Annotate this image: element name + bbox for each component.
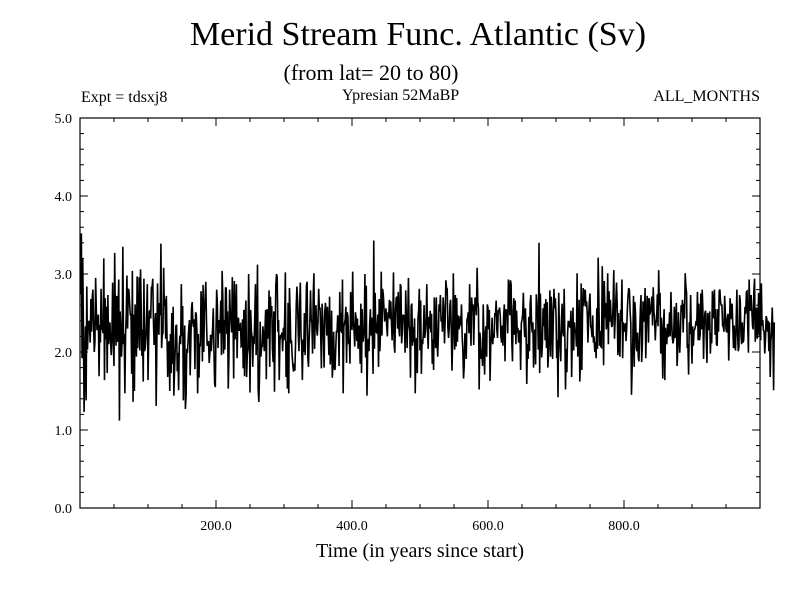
y-tick-label: 5.0 [55,112,73,127]
experiment-label: Expt = tdsxj8 [81,89,168,106]
chart-subtitle: (from lat= 20 to 80) [283,60,459,85]
y-tick-label: 4.0 [55,190,73,205]
axis-ticks: 0.0 1.0 2.0 3.0 4.0 5.0 200.0 400.0 600.0 800.0 [55,112,760,534]
x-tick-label: 600.0 [472,519,504,534]
chart-title: Merid Stream Func. Atlantic (Sv) [189,16,647,53]
y-tick-label: 1.0 [55,424,73,439]
y-tick-label: 2.0 [55,346,73,361]
x-tick-label: 800.0 [608,519,640,534]
x-axis-label: Time (in years since start) [315,540,525,562]
x-tick-label: 400.0 [336,519,368,534]
y-tick-label: 0.0 [55,502,73,517]
months-label: ALL_MONTHS [653,88,760,105]
y-tick-label: 3.0 [55,268,73,283]
x-tick-label: 200.0 [200,519,232,534]
series-line [79,233,776,421]
period-label: Ypresian 52MaBP [342,87,460,104]
plot-frame [79,117,761,509]
series-group [79,233,776,421]
